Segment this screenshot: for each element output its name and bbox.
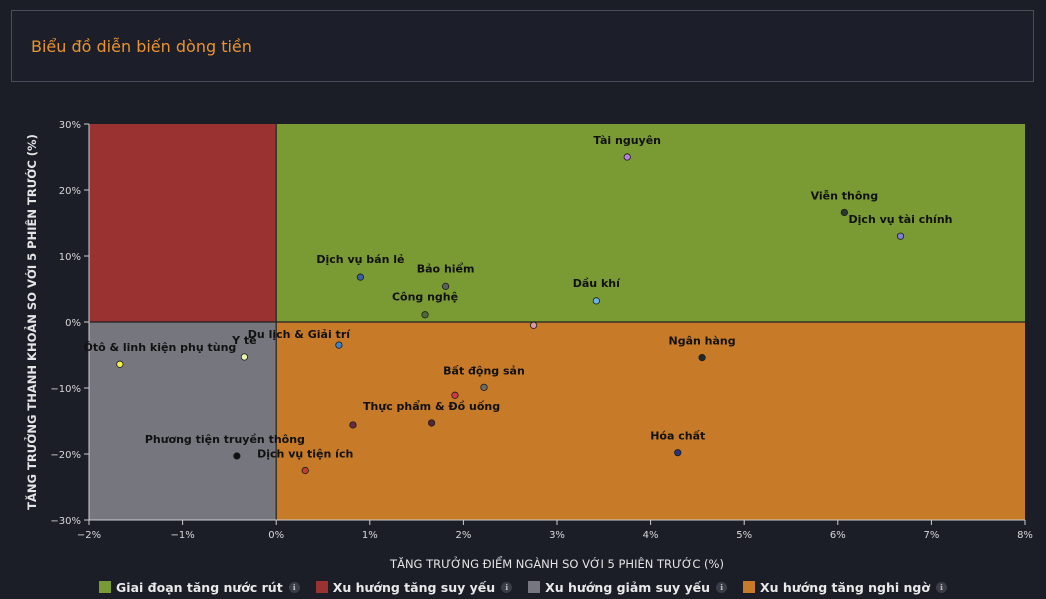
legend-label: Xu hướng tăng suy yếu bbox=[332, 579, 496, 595]
info-icon[interactable]: ℹ bbox=[935, 581, 947, 593]
data-label: Tài nguyên bbox=[593, 134, 661, 147]
data-label: Dịch vụ tài chính bbox=[849, 213, 953, 226]
data-label: Thực phẩm & Đồ uống bbox=[363, 400, 500, 413]
data-label: Dịch vụ bán lẻ bbox=[316, 253, 404, 266]
y-axis-label: TĂNG TRƯỞNG THANH KHOẢN SO VỚI 5 PHIÊN T… bbox=[23, 134, 39, 510]
legend-item-weakening-up[interactable]: Xu hướng tăng suy yếu ℹ bbox=[315, 579, 513, 595]
data-point bbox=[335, 341, 343, 349]
data-label: Dầu khí bbox=[573, 277, 621, 290]
data-point bbox=[421, 311, 429, 319]
x-tick-label: 1% bbox=[362, 530, 378, 541]
legend-label: Xu hướng tăng nghi ngờ bbox=[760, 579, 930, 595]
y-tick-label: −30% bbox=[50, 516, 81, 527]
legend-label: Giai đoạn tăng nước rút bbox=[116, 579, 283, 595]
x-tick-label: 6% bbox=[830, 530, 846, 541]
info-icon[interactable]: ℹ bbox=[716, 581, 728, 593]
data-point bbox=[301, 466, 309, 475]
x-tick-label: 5% bbox=[736, 530, 752, 541]
x-tick-label: −1% bbox=[170, 530, 194, 541]
data-point bbox=[356, 273, 365, 281]
x-tick-label: 8% bbox=[1017, 530, 1033, 541]
x-tick-label: 4% bbox=[643, 530, 659, 541]
x-axis-label: TĂNG TRƯỞNG ĐIỂM NGÀNH SO VỚI 5 PHIÊN TR… bbox=[389, 555, 724, 571]
data-label: Công nghệ bbox=[392, 291, 458, 304]
data-point bbox=[840, 208, 848, 217]
y-tick-label: 20% bbox=[59, 186, 81, 197]
y-tick-label: 0% bbox=[65, 318, 81, 329]
quadrant-doubtful-up bbox=[276, 322, 1025, 520]
data-point bbox=[674, 449, 682, 457]
data-point bbox=[116, 360, 124, 368]
legend-swatch bbox=[743, 581, 756, 593]
y-tick-label: 30% bbox=[59, 120, 81, 131]
data-point bbox=[480, 383, 488, 391]
data-label: Ôtô & linh kiện phụ tùng bbox=[83, 341, 236, 354]
chart-header: Biểu đồ diễn biến dòng tiền bbox=[11, 10, 1034, 82]
data-label: Viễn thông bbox=[811, 189, 879, 202]
data-point bbox=[240, 353, 248, 361]
legend-item-weakening-down[interactable]: Xu hướng giảm suy yếu ℹ bbox=[528, 579, 728, 595]
x-tick-label: 0% bbox=[268, 530, 284, 541]
quadrant-weakening-up bbox=[89, 124, 277, 322]
y-tick-label: −10% bbox=[50, 384, 81, 395]
data-point bbox=[451, 391, 459, 399]
data-label: Phương tiện truyền thông bbox=[145, 433, 305, 446]
y-tick-label: −20% bbox=[50, 450, 81, 461]
data-point bbox=[442, 282, 450, 290]
data-point bbox=[896, 232, 905, 240]
info-icon[interactable]: ℹ bbox=[501, 581, 513, 593]
data-point bbox=[623, 153, 631, 161]
legend-swatch bbox=[99, 581, 112, 593]
data-label: Dịch vụ tiện ích bbox=[257, 448, 353, 461]
cash-flow-chart: −2% −1% 0% 1% 2% 3% 4% 5% 6% 7% 8% −30% −20% −10% 0% 10… bbox=[23, 120, 1033, 571]
x-tick-label: 3% bbox=[549, 530, 565, 541]
x-tick-label: 7% bbox=[923, 530, 939, 541]
data-point bbox=[349, 421, 357, 429]
x-tick-label: 2% bbox=[455, 530, 471, 541]
data-label: Bất động sản bbox=[443, 364, 525, 377]
y-tick-label: 10% bbox=[59, 252, 81, 263]
data-label: Ngân hàng bbox=[669, 335, 736, 348]
data-point bbox=[698, 354, 706, 362]
quadrant-sprint bbox=[276, 124, 1025, 322]
data-point bbox=[233, 452, 241, 460]
legend-swatch bbox=[528, 581, 541, 593]
x-tick-label: −2% bbox=[77, 530, 101, 541]
info-icon[interactable]: ℹ bbox=[288, 581, 300, 593]
legend-item-sprint[interactable]: Giai đoạn tăng nước rút ℹ bbox=[99, 580, 300, 595]
legend-label: Xu hướng giảm suy yếu bbox=[545, 579, 711, 595]
data-label: Du lịch & Giải trí bbox=[248, 328, 351, 341]
data-point bbox=[427, 419, 436, 427]
legend-item-doubtful-up[interactable]: Xu hướng tăng nghi ngờ ℹ bbox=[743, 580, 947, 595]
data-point bbox=[592, 297, 600, 305]
data-point bbox=[529, 321, 538, 329]
legend-swatch bbox=[315, 581, 328, 593]
data-label: Hóa chất bbox=[650, 430, 705, 443]
data-label: Y tế bbox=[231, 334, 257, 347]
chart-legend: Giai đoạn tăng nước rút ℹ Xu hướng tăng … bbox=[0, 576, 1046, 598]
data-label: Bảo hiểm bbox=[417, 262, 475, 275]
page-title: Biểu đồ diễn biến dòng tiền bbox=[31, 37, 252, 56]
